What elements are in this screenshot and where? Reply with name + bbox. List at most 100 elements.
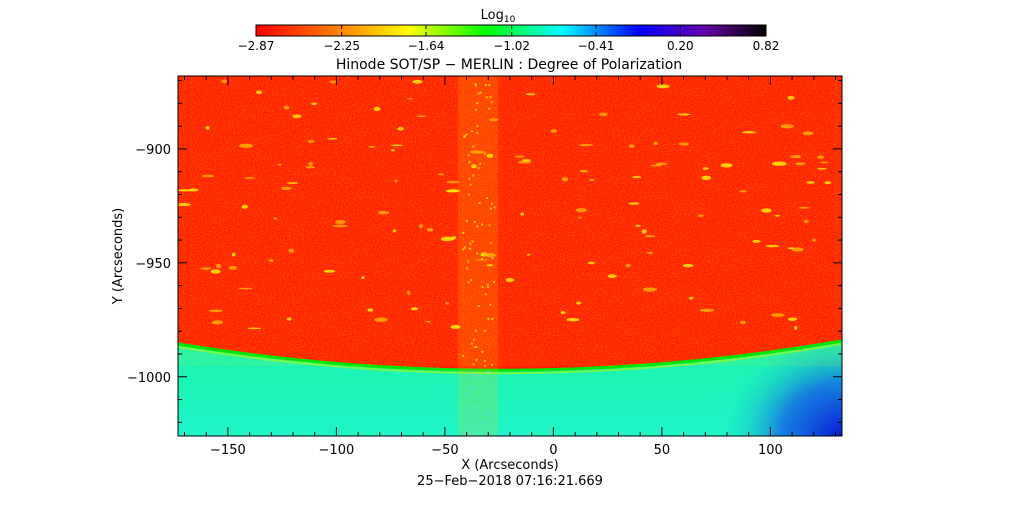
polarization-patch [277, 163, 282, 166]
polarization-patch [787, 95, 795, 100]
polarization-patch [787, 317, 798, 321]
noise-speck [462, 231, 465, 234]
colorbar-tick-label: −2.87 [238, 39, 275, 53]
polarization-patch [720, 163, 733, 168]
noise-speck [473, 345, 476, 348]
noise-speck [469, 183, 472, 186]
polarization-patch [407, 290, 411, 295]
polarization-patch [221, 79, 228, 84]
polarization-patch [247, 327, 262, 330]
polarization-patch [804, 219, 809, 223]
noise-speck [473, 427, 476, 430]
polarization-patch [308, 161, 313, 166]
noise-speck [481, 350, 484, 353]
polarization-patch [241, 204, 248, 209]
polarization-patch [416, 115, 426, 118]
polarization-patch [239, 143, 254, 148]
polarization-patch [216, 264, 222, 269]
polarization-patch [656, 162, 668, 166]
colorbar-tick-label: 0.20 [667, 39, 694, 53]
noise-speck [475, 109, 478, 112]
polarization-map [178, 76, 842, 436]
polarization-patch [656, 84, 670, 89]
polarization-patch [521, 159, 531, 162]
polarization-patch [752, 239, 761, 243]
noise-speck [493, 281, 496, 284]
polarization-patch [281, 186, 292, 191]
noise-speck [465, 219, 468, 222]
polarization-patch [369, 146, 375, 148]
noise-speck [480, 257, 483, 260]
polarization-patch [367, 308, 374, 312]
noise-speck [487, 411, 490, 414]
polarization-patch [625, 263, 631, 268]
noise-speck [471, 130, 474, 133]
limb-glow [178, 343, 842, 375]
polarization-patch [329, 80, 338, 84]
x-tick-label: 0 [549, 443, 557, 458]
noise-speck [491, 318, 494, 321]
polarization-patch [791, 247, 804, 252]
noise-speck [479, 162, 482, 165]
polarization-patch [517, 161, 532, 164]
noise-speck [476, 225, 479, 228]
polarization-patch [391, 148, 395, 152]
noise-speck [490, 202, 493, 205]
polarization-patch [238, 287, 253, 290]
polarization-patch [775, 214, 780, 217]
noise-speck [465, 133, 468, 136]
noise-speck [489, 303, 492, 306]
polarization-patch [178, 203, 192, 207]
polarization-patch [817, 155, 825, 159]
y-axis: −900 −950 −1000 [127, 80, 842, 423]
noise-speck [487, 370, 490, 373]
polarization-patch [588, 261, 595, 265]
noise-speck [486, 283, 489, 286]
polarization-patch [361, 276, 365, 280]
polarization-patch [178, 189, 193, 192]
noise-speck [467, 281, 470, 284]
colorbar-tick-label: −2.25 [323, 39, 360, 53]
x-tick-label: −150 [210, 443, 246, 458]
polarization-patch [470, 150, 485, 154]
noise-speck [491, 257, 494, 260]
polarization-patch [268, 259, 274, 263]
polarization-patch [445, 302, 449, 305]
noise-speck [463, 135, 466, 138]
noise-speck [485, 83, 488, 86]
noise-speck [476, 410, 479, 413]
polarization-patch [682, 264, 694, 268]
noise-speck [489, 241, 492, 244]
colorbar-label: Log10 [481, 8, 516, 25]
noise-speck [471, 240, 474, 243]
noise-speck [474, 84, 477, 87]
polarization-patch [447, 189, 460, 193]
noise-speck [483, 152, 486, 155]
noise-speck [475, 374, 478, 377]
polarization-patch [566, 317, 580, 322]
polarization-patch [231, 252, 236, 257]
polarization-patch [283, 105, 290, 110]
polarization-patch [397, 126, 404, 131]
noise-speck [469, 247, 472, 250]
noise-speck [468, 193, 471, 196]
polarization-patch [425, 320, 432, 323]
colorbar-ticks: −2.87 −2.25 −1.64 −1.02 −0.41 0.20 0.82 [238, 25, 779, 53]
colorbar-tick-label: −1.64 [408, 39, 445, 53]
noise-speck [474, 83, 477, 86]
noise-speck [462, 354, 465, 357]
noise-speck [467, 154, 470, 157]
polarization-patch [450, 324, 461, 329]
noise-speck [477, 305, 480, 308]
noise-speck [484, 365, 487, 368]
y-tick-label: −900 [135, 143, 171, 158]
polarization-patch [589, 179, 595, 181]
noise-speck [490, 363, 493, 366]
polarization-patch [653, 141, 658, 146]
polarization-patch [419, 223, 423, 229]
noise-speck [472, 145, 475, 148]
noise-speck [470, 342, 473, 345]
noise-speck [482, 422, 485, 425]
noise-speck [489, 96, 492, 99]
noise-speck [472, 376, 475, 379]
